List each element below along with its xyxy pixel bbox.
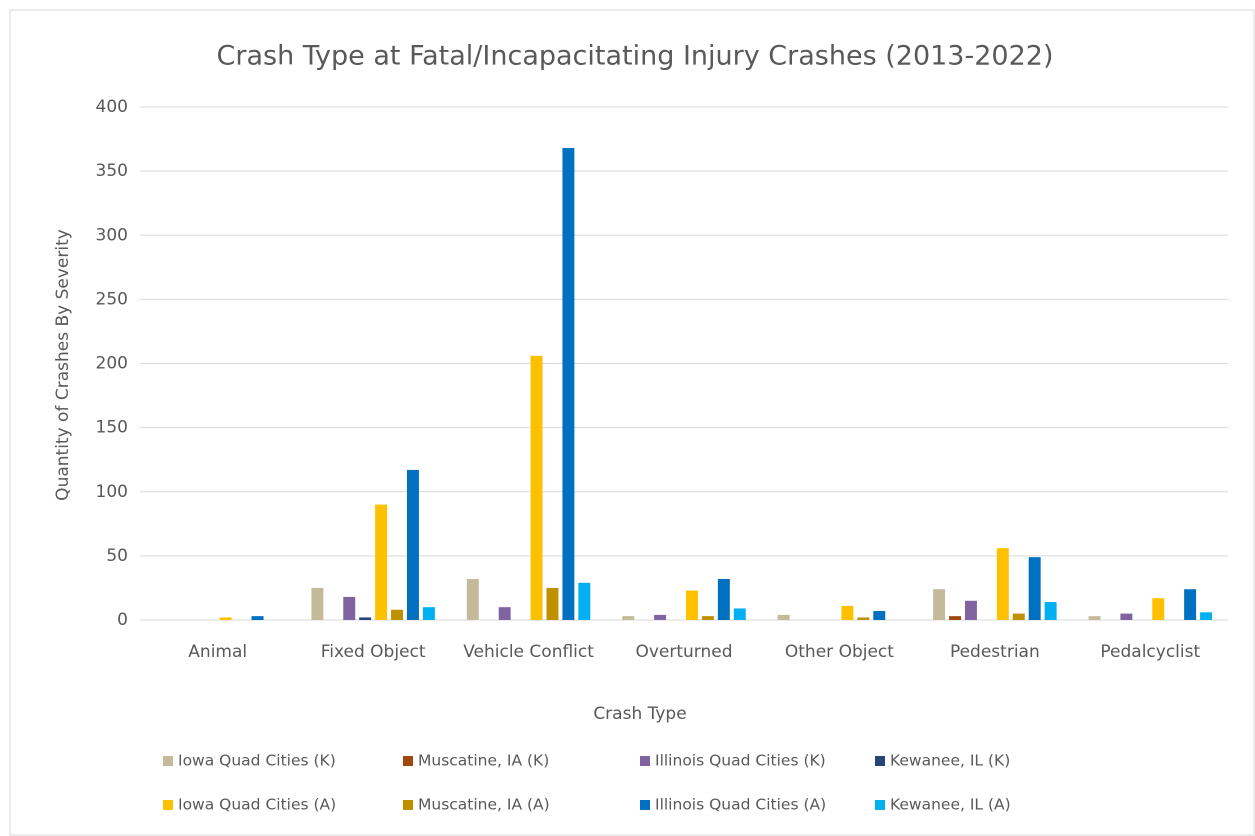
bar bbox=[949, 616, 962, 620]
bar bbox=[873, 611, 886, 620]
bar bbox=[466, 578, 479, 620]
bar bbox=[777, 614, 790, 620]
bar bbox=[1184, 589, 1197, 620]
x-tick-label: Animal bbox=[188, 642, 247, 662]
legend-swatch bbox=[640, 800, 650, 810]
x-tick-label: Other Object bbox=[785, 642, 894, 662]
bar bbox=[654, 614, 667, 620]
bar bbox=[578, 582, 591, 620]
legend-swatch bbox=[403, 800, 413, 810]
y-tick-label: 50 bbox=[106, 546, 128, 566]
bar bbox=[717, 578, 730, 620]
y-tick-label: 400 bbox=[96, 97, 128, 117]
chart-title: Crash Type at Fatal/Incapacitating Injur… bbox=[217, 41, 1054, 72]
bar bbox=[841, 605, 854, 620]
bar bbox=[1012, 613, 1025, 620]
bar bbox=[622, 616, 635, 620]
bar bbox=[498, 607, 511, 620]
bar bbox=[375, 504, 388, 620]
legend-label: Kewanee, IL (A) bbox=[890, 796, 1011, 814]
y-tick-label: 350 bbox=[96, 161, 128, 181]
bar bbox=[1120, 613, 1133, 620]
bar bbox=[530, 355, 543, 620]
legend-swatch bbox=[875, 756, 885, 766]
legend-label: Muscatine, IA (K) bbox=[418, 752, 549, 770]
bar bbox=[701, 616, 714, 620]
bar bbox=[1152, 598, 1165, 620]
chart-border bbox=[9, 9, 1255, 836]
legend-swatch bbox=[163, 756, 173, 766]
y-tick-label: 200 bbox=[96, 354, 128, 374]
legend-swatch bbox=[403, 756, 413, 766]
bar bbox=[546, 587, 559, 620]
bar bbox=[359, 617, 372, 620]
bar bbox=[685, 590, 698, 620]
legend-swatch bbox=[640, 756, 650, 766]
legend-label: Iowa Quad Cities (A) bbox=[178, 796, 336, 814]
y-axis-title: Quantity of Crashes By Severity bbox=[53, 229, 73, 501]
x-tick-label: Pedalcyclist bbox=[1100, 642, 1200, 662]
x-tick-label: Fixed Object bbox=[321, 642, 426, 662]
legend-swatch bbox=[163, 800, 173, 810]
x-axis-title: Crash Type bbox=[593, 704, 686, 724]
legend-label: Kewanee, IL (K) bbox=[890, 752, 1010, 770]
bar bbox=[391, 609, 404, 620]
bar bbox=[251, 616, 264, 620]
bar bbox=[422, 607, 435, 620]
x-tick-label: Pedestrian bbox=[950, 642, 1040, 662]
bar bbox=[343, 596, 356, 620]
bar bbox=[1044, 602, 1057, 620]
legend-label: Muscatine, IA (A) bbox=[418, 796, 550, 814]
bar bbox=[857, 617, 870, 620]
bar bbox=[219, 617, 232, 620]
bar bbox=[1088, 616, 1101, 620]
bar bbox=[964, 600, 977, 620]
y-tick-label: 100 bbox=[96, 482, 128, 502]
legend-swatch bbox=[875, 800, 885, 810]
y-tick-label: 0 bbox=[117, 610, 128, 630]
y-tick-label: 300 bbox=[96, 225, 128, 245]
bar bbox=[933, 589, 946, 620]
bar bbox=[1028, 557, 1041, 620]
bar bbox=[733, 608, 746, 620]
legend-label: Illinois Quad Cities (K) bbox=[655, 752, 826, 770]
legend-label: Illinois Quad Cities (A) bbox=[655, 796, 826, 814]
bar bbox=[311, 587, 324, 620]
y-tick-label: 250 bbox=[96, 289, 128, 309]
bar bbox=[1200, 612, 1213, 620]
bar bbox=[996, 548, 1009, 620]
y-tick-label: 150 bbox=[96, 418, 128, 438]
bar bbox=[562, 148, 575, 621]
x-tick-label: Vehicle Conflict bbox=[463, 642, 594, 662]
bar bbox=[406, 469, 419, 620]
x-tick-label: Overturned bbox=[635, 642, 732, 662]
legend-label: Iowa Quad Cities (K) bbox=[178, 752, 336, 770]
